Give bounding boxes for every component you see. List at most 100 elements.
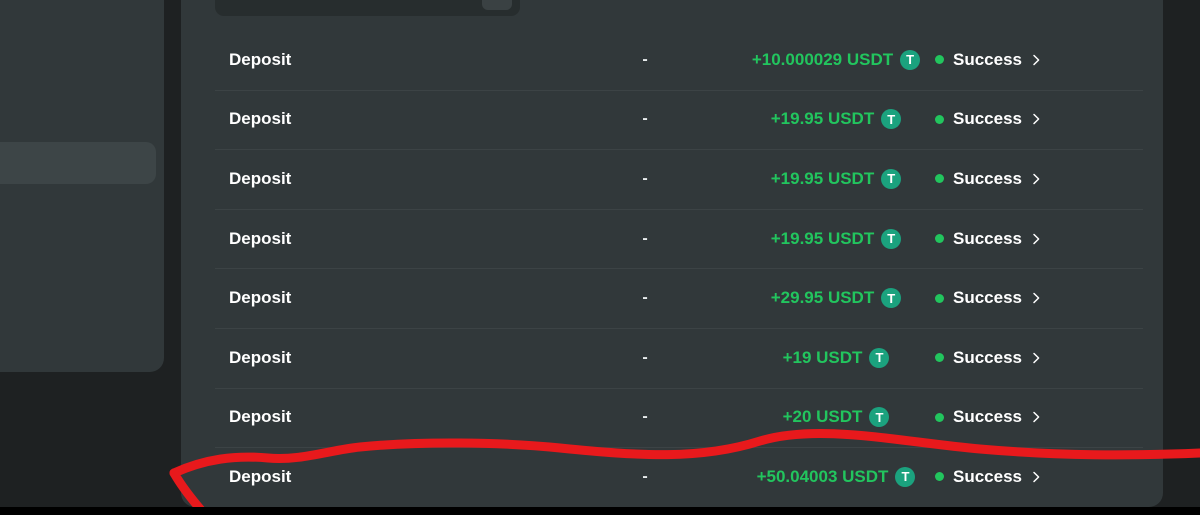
tx-amount-text: +19.95 USDT — [770, 228, 875, 248]
tx-type: Deposit — [229, 466, 292, 486]
table-row[interactable]: Deposit - +50.04003 USDT T Success — [215, 447, 1157, 507]
tx-amount-text: +50.04003 USDT — [756, 466, 889, 486]
tx-amount: +19.95 USDT T — [745, 168, 927, 189]
tx-amount-text: +19.95 USDT — [770, 168, 875, 188]
tether-coin-letter: T — [887, 231, 896, 247]
tx-status[interactable]: Success — [927, 288, 1157, 308]
sidebar-item-withdraw[interactable]: raw — [0, 2, 156, 44]
chevron-right-icon[interactable] — [1031, 351, 1042, 365]
tx-status[interactable]: Success — [927, 50, 1157, 70]
chevron-right-icon[interactable] — [1031, 53, 1042, 67]
tether-coin-icon: T — [869, 347, 890, 368]
tx-type: Deposit — [229, 288, 292, 308]
tx-detail-placeholder: - — [642, 229, 648, 247]
table-row[interactable]: Deposit - +19.95 USDT T Success — [215, 89, 1157, 150]
tx-type: Deposit — [229, 49, 292, 69]
tx-detail-placeholder: - — [642, 110, 648, 128]
tx-detail-placeholder: - — [642, 169, 648, 187]
status-dot-icon — [935, 472, 944, 482]
status-badge: Success — [953, 288, 1022, 308]
tether-coin-letter: T — [887, 290, 896, 306]
tx-amount: +19.95 USDT T — [745, 109, 927, 130]
table-row[interactable]: Deposit - +10.000029 USDT T Success — [215, 30, 1157, 90]
bottom-black-bar — [0, 507, 1200, 515]
sidebar-item-history[interactable]: story — [0, 256, 156, 298]
tether-coin-icon: T — [881, 109, 902, 130]
sidebar-item-transfer[interactable]: ver — [0, 186, 156, 228]
table-row[interactable]: Deposit - +20 USDT T Success — [215, 387, 1157, 448]
tx-status[interactable]: Success — [927, 407, 1157, 427]
status-badge: Success — [953, 228, 1022, 248]
tx-status[interactable]: Success — [927, 229, 1157, 249]
tx-detail-placeholder: - — [642, 467, 648, 485]
sidebar-nav: cesitrawProactionverstory — [0, 0, 164, 372]
transactions-panel: All status Deposit - +10.000029 USDT T Succe… — [181, 0, 1163, 507]
chevron-right-icon[interactable] — [1031, 410, 1042, 424]
transactions-table: Deposit - +10.000029 USDT T Success Deposit - +… — [215, 30, 1157, 507]
tx-status[interactable]: Success — [927, 109, 1157, 129]
status-badge: Success — [953, 49, 1022, 69]
tether-coin-letter: T — [906, 52, 915, 68]
table-row[interactable]: Deposit - +19.95 USDT T Success — [215, 208, 1157, 269]
tether-coin-icon: T — [869, 407, 890, 428]
status-dot-icon — [935, 174, 944, 184]
tx-type: Deposit — [229, 407, 292, 427]
tx-amount-text: +10.000029 USDT — [751, 49, 894, 69]
chevron-right-icon[interactable] — [1031, 112, 1042, 126]
status-dot-icon — [935, 412, 944, 422]
sidebar-item-pro[interactable]: Pro — [0, 72, 156, 114]
chevron-right-icon[interactable] — [1031, 291, 1042, 305]
sidebar-gap — [0, 46, 156, 72]
tx-type: Deposit — [229, 228, 292, 248]
tether-coin-icon: T — [900, 49, 921, 70]
status-filter-select[interactable]: All status — [215, 0, 520, 16]
status-dot-icon — [935, 114, 944, 124]
tx-detail-placeholder: - — [642, 50, 648, 68]
table-row[interactable]: Deposit - +19.95 USDT T Success — [215, 149, 1157, 209]
tx-status[interactable]: Success — [927, 467, 1157, 487]
tx-detail-placeholder: - — [642, 408, 648, 426]
tx-amount: +20 USDT T — [745, 407, 927, 428]
status-badge: Success — [953, 168, 1022, 188]
tx-amount: +19.95 USDT T — [745, 228, 927, 249]
status-dot-icon — [935, 293, 944, 303]
chevron-right-icon[interactable] — [1031, 172, 1042, 186]
tether-coin-letter: T — [887, 171, 896, 187]
tether-coin-icon: T — [881, 228, 902, 249]
tether-coin-icon: T — [881, 288, 902, 309]
chevron-right-icon[interactable] — [1031, 470, 1042, 484]
status-filter-value: All status — [231, 0, 482, 5]
status-badge: Success — [953, 466, 1022, 486]
tx-amount-text: +20 USDT — [782, 407, 863, 427]
status-badge: Success — [953, 407, 1022, 427]
tx-amount: +50.04003 USDT T — [745, 466, 927, 487]
tether-coin-letter: T — [875, 350, 884, 366]
tx-type: Deposit — [229, 347, 292, 367]
tx-amount: +29.95 USDT T — [745, 288, 927, 309]
sidebar-gap — [0, 230, 156, 256]
tx-amount-text: +29.95 USDT — [770, 288, 875, 308]
chevron-down-icon[interactable] — [482, 0, 512, 10]
tx-status[interactable]: Success — [927, 169, 1157, 189]
sidebar-item-transaction[interactable]: action — [0, 142, 156, 184]
status-dot-icon — [935, 55, 944, 65]
table-row[interactable]: Deposit - +19 USDT T Success — [215, 327, 1157, 388]
tx-status[interactable]: Success — [927, 348, 1157, 368]
tx-detail-placeholder: - — [642, 289, 648, 307]
tether-coin-letter: T — [901, 469, 910, 485]
tx-amount: +19 USDT T — [745, 347, 927, 368]
tx-detail-placeholder: - — [642, 348, 648, 366]
tx-type: Deposit — [229, 168, 292, 188]
tether-coin-icon: T — [895, 466, 916, 487]
tx-amount-text: +19.95 USDT — [770, 109, 875, 129]
tx-amount: +10.000029 USDT T — [745, 49, 927, 70]
tx-amount-text: +19 USDT — [782, 347, 863, 367]
table-row[interactable]: Deposit - +29.95 USDT T Success — [215, 268, 1157, 328]
status-badge: Success — [953, 109, 1022, 129]
chevron-right-icon[interactable] — [1031, 232, 1042, 246]
tether-coin-letter: T — [875, 409, 884, 425]
tether-coin-letter: T — [887, 111, 896, 127]
sidebar-gap — [0, 116, 156, 142]
status-badge: Success — [953, 347, 1022, 367]
